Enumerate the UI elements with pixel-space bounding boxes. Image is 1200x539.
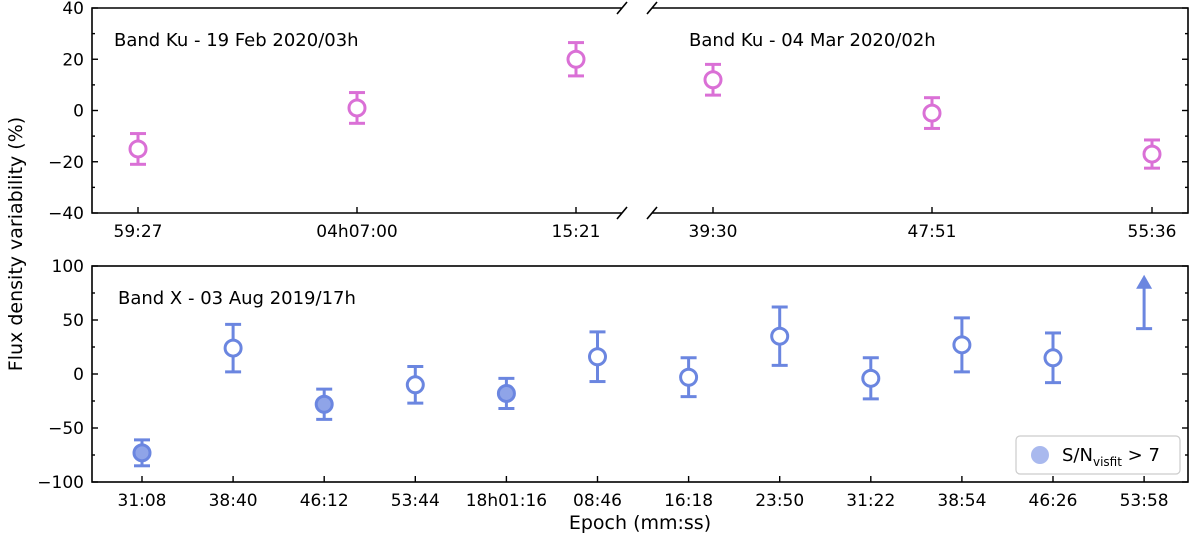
y-tick-label: −100 [37, 473, 84, 493]
data-point [347, 91, 367, 125]
y-tick-label: 100 [52, 257, 84, 277]
axis-break-mark [616, 206, 628, 220]
data-marker [679, 367, 699, 387]
x-tick-label: 38:40 [209, 491, 258, 511]
legend-label-main: S/N [1062, 445, 1093, 466]
x-tick-label: 04h07:00 [316, 222, 397, 242]
data-point [922, 96, 942, 130]
data-marker [922, 103, 942, 123]
y-tick-label: −50 [48, 419, 84, 439]
data-point [314, 387, 334, 421]
x-tick-label: 15:21 [552, 222, 601, 242]
data-point [861, 356, 881, 401]
data-marker [223, 338, 243, 358]
data-point [566, 41, 586, 78]
y-tick-label: 40 [62, 0, 84, 19]
data-marker [496, 383, 516, 403]
data-marker [770, 326, 790, 346]
data-point [223, 322, 243, 374]
y-tick-label: 20 [62, 50, 84, 70]
data-marker [703, 70, 723, 90]
axis-break-mark [646, 1, 658, 15]
limit-arrowhead [1136, 274, 1153, 289]
data-point [588, 330, 607, 384]
panel-title: Band Ku - 19 Feb 2020/03h [114, 30, 359, 51]
lower-limit-arrow [1136, 274, 1153, 331]
legend-box [1015, 435, 1181, 475]
data-marker [314, 394, 334, 414]
x-axis-label: Epoch (mm:ss) [569, 512, 711, 534]
data-point [703, 62, 723, 97]
y-axis-label: Flux density variability (%) [5, 117, 27, 371]
data-point [132, 438, 152, 468]
y-tick-label: 0 [73, 102, 84, 122]
data-marker [588, 347, 607, 367]
data-marks [128, 41, 1162, 468]
legend-label-sub: visfit [1093, 455, 1122, 469]
data-point [1142, 138, 1162, 170]
data-marker [128, 139, 148, 159]
x-tick-label: 47:51 [908, 222, 957, 242]
y-tick-label: 50 [62, 311, 84, 331]
axis-break-mark [646, 206, 658, 220]
x-tick-label: 16:18 [664, 491, 713, 511]
data-marker [1043, 348, 1063, 368]
panel-title: Band Ku - 04 Mar 2020/02h [689, 30, 936, 51]
data-point [405, 364, 425, 405]
x-tick-label: 18h01:16 [466, 491, 547, 511]
x-tick-label: 31:08 [118, 491, 167, 511]
data-point [1043, 331, 1063, 385]
x-tick-label: 38:54 [937, 491, 986, 511]
data-marker [1142, 144, 1162, 164]
x-tick-label: 46:12 [300, 491, 349, 511]
data-marker [132, 443, 152, 463]
axes-ticks [92, 7, 1188, 483]
x-tick-label: 23:50 [755, 491, 804, 511]
x-tick-label: 55:36 [1128, 222, 1177, 242]
legend-label: S/Nvisfit > 7 [1062, 445, 1160, 469]
y-tick-label: −20 [48, 153, 84, 173]
x-tick-label: 46:26 [1029, 491, 1078, 511]
data-marker [952, 335, 972, 355]
axis-break-mark [616, 1, 628, 15]
x-tick-label: 31:22 [846, 491, 895, 511]
data-marker [347, 98, 367, 118]
data-point [952, 316, 972, 374]
axes-frames [91, 1, 1189, 483]
x-tick-label: 39:30 [689, 222, 738, 242]
y-tick-label: 0 [73, 365, 84, 385]
data-point [128, 132, 148, 166]
x-tick-label: 59:27 [114, 222, 163, 242]
panel-title: Band X - 03 Aug 2019/17h [118, 288, 356, 309]
x-tick-label: 53:58 [1120, 491, 1169, 511]
data-point [679, 356, 699, 399]
data-marker [861, 368, 881, 388]
x-tick-label: 08:46 [573, 491, 622, 511]
legend-marker [1031, 446, 1049, 464]
y-tick-label: −40 [48, 204, 84, 224]
data-marker [566, 49, 586, 69]
chart-text: −40 −20 0 20 40 −100 −50 0 50 100 59:27 04h07:00 15:… [5, 0, 1181, 534]
data-point [770, 305, 790, 367]
data-marker [405, 375, 425, 395]
data-point [496, 376, 516, 411]
legend: S/Nvisfit > 7 [1015, 435, 1181, 475]
legend-label-tail: > 7 [1122, 445, 1160, 466]
x-tick-label: 53:44 [391, 491, 440, 511]
